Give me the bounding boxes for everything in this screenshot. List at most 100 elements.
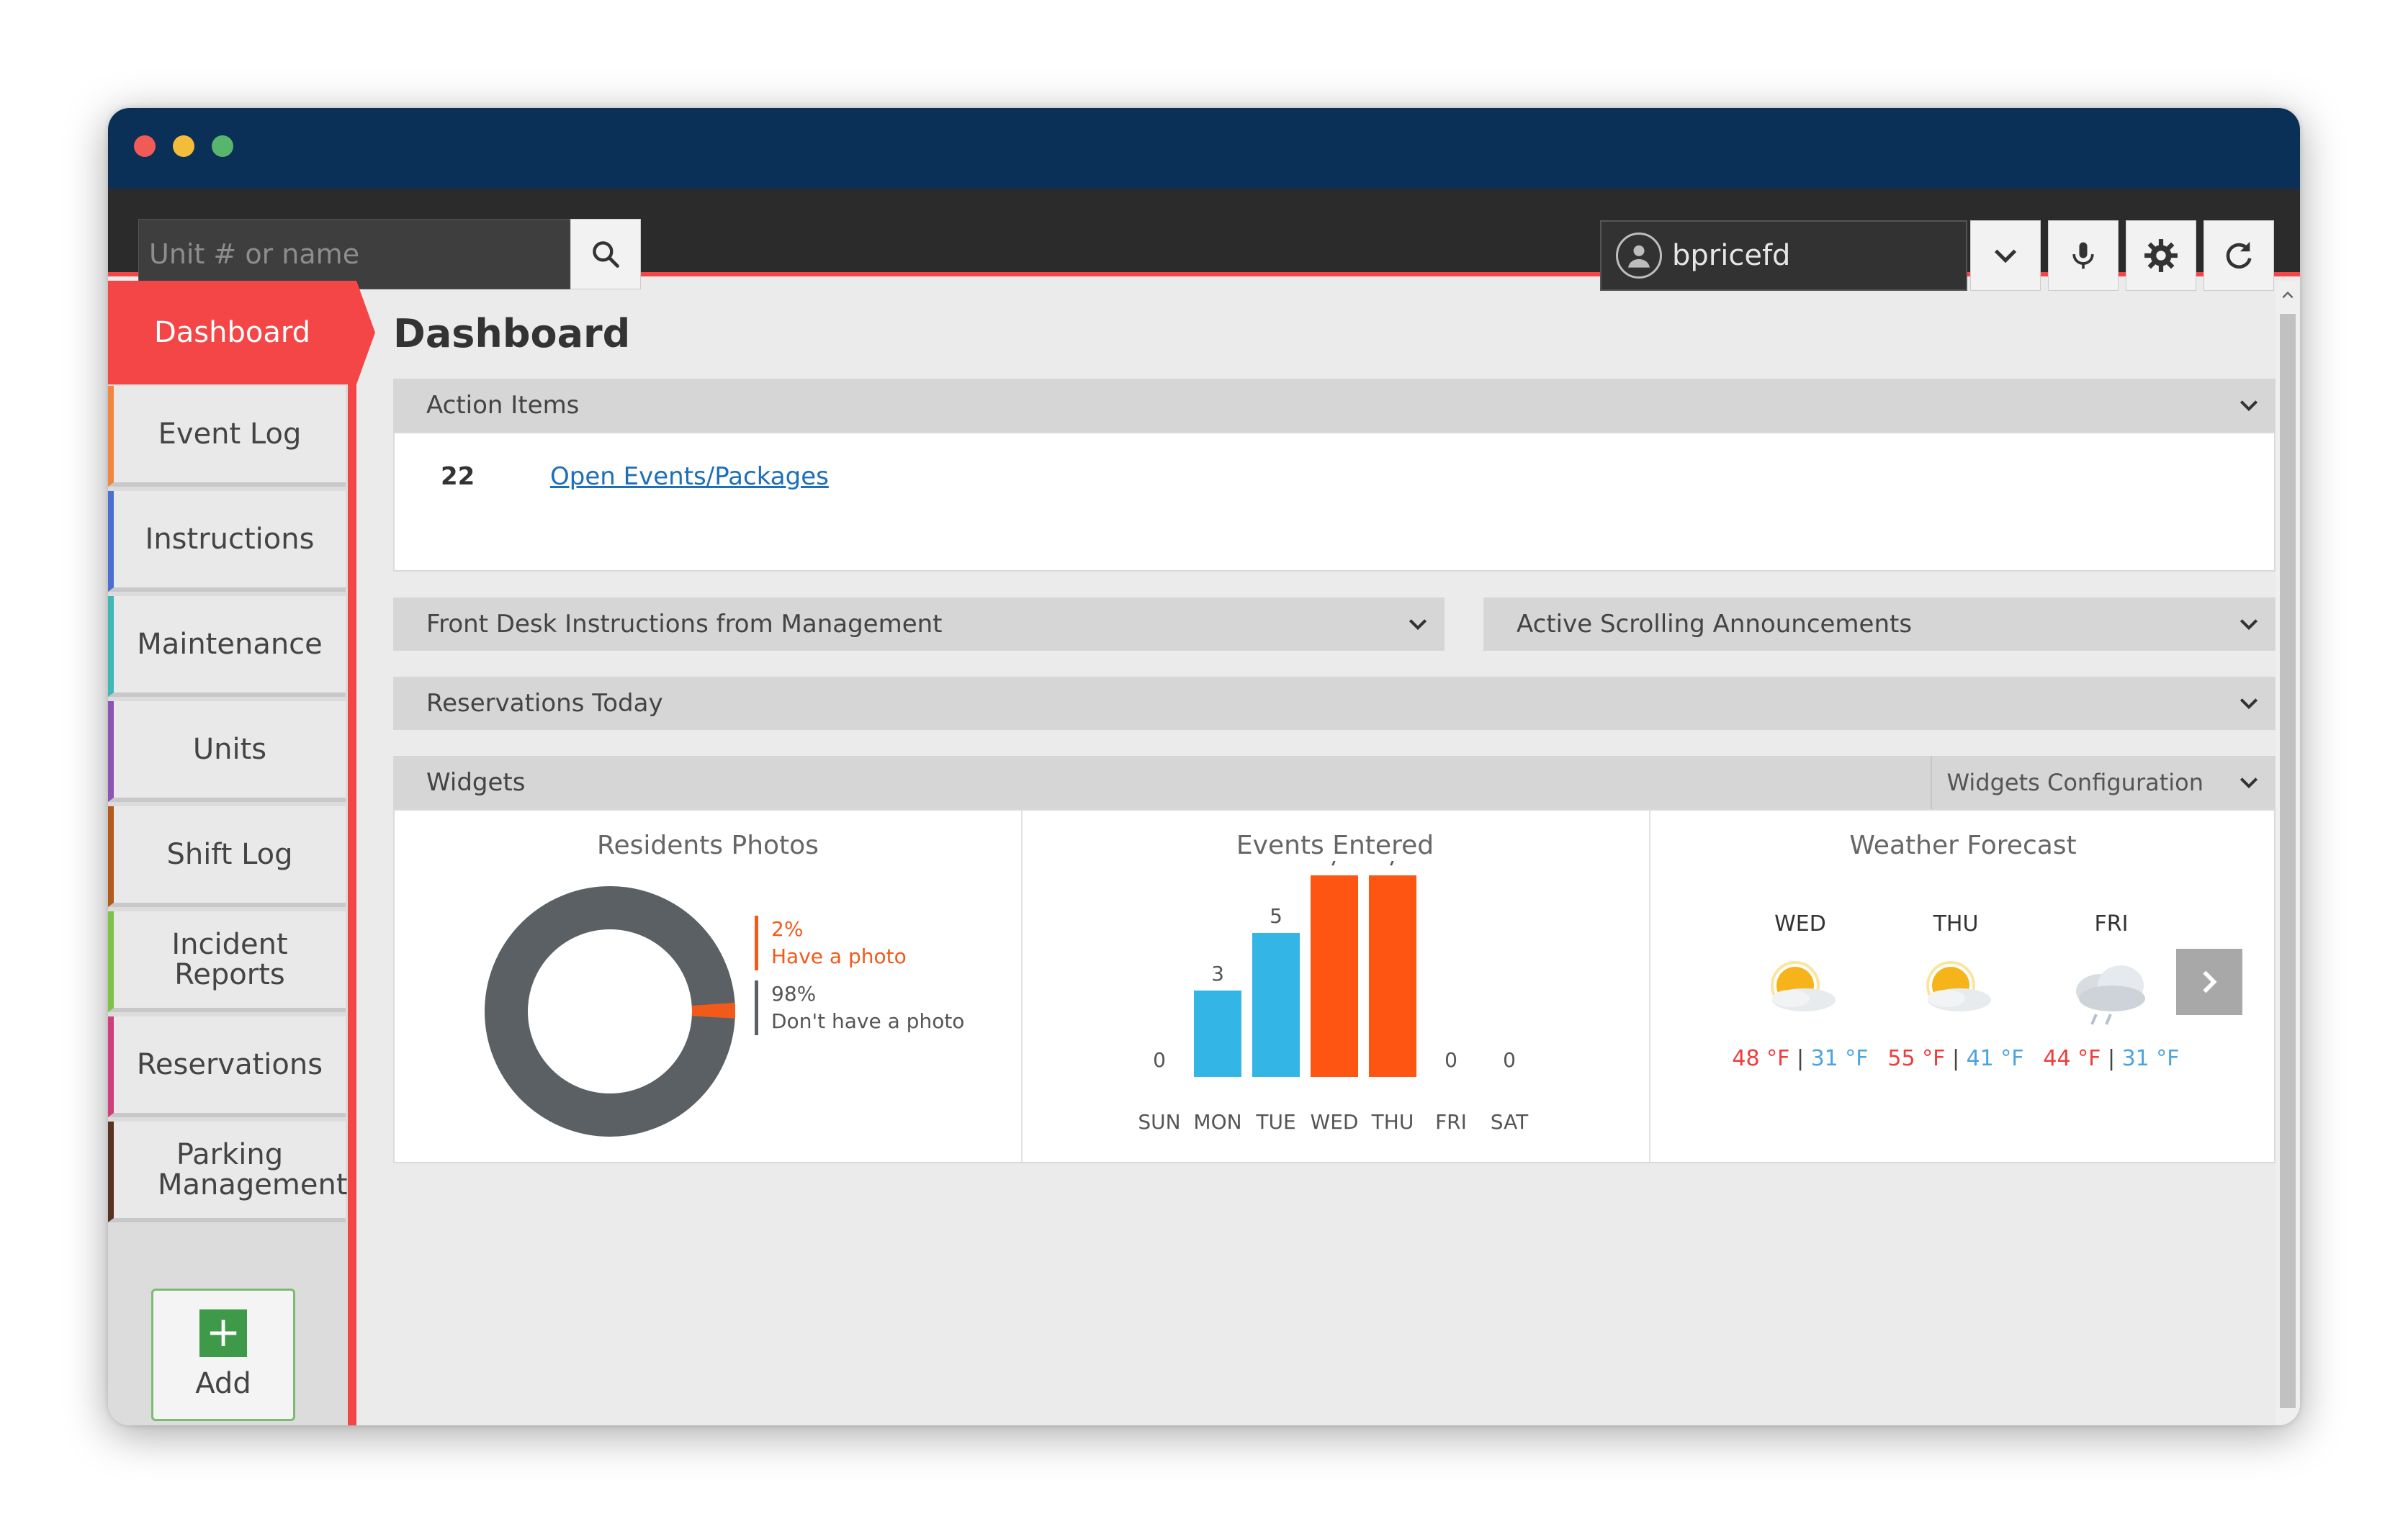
sidebar-item-instructions[interactable]: Instructions (108, 491, 346, 592)
legend-have-photo-label: Have a photo (771, 944, 907, 968)
legend-no-photo-pct: 98% (771, 982, 817, 1006)
username-label: bpricefd (1672, 239, 1791, 272)
page-title: Dashboard (393, 311, 631, 356)
sidebar-item-parking-management[interactable]: Parking Management (108, 1122, 348, 1222)
action-items-header[interactable]: Action Items (393, 379, 2276, 432)
title-bar (108, 108, 2300, 189)
sidebar-item-units[interactable]: Units (108, 701, 346, 802)
rain-cloud-icon (2039, 948, 2183, 1027)
refresh-button[interactable] (2203, 220, 2274, 291)
reservations-today-header[interactable]: Reservations Today (393, 677, 2276, 730)
refresh-icon (2226, 241, 2252, 269)
reservations-today-title: Reservations Today (426, 689, 663, 718)
sidebar-item-label: Maintenance (137, 628, 323, 661)
low-temp: 41 °F (1966, 1046, 2024, 1071)
weather-temps: 44 °F | 31 °F (2039, 1046, 2183, 1071)
sidebar-item-label: Incident Reports (171, 928, 288, 991)
bar-value-label: 0 (1445, 1048, 1457, 1072)
settings-button[interactable] (2126, 220, 2196, 291)
legend-have-photo-pct: 2% (771, 917, 804, 941)
front-desk-collapse-icon[interactable] (1401, 608, 1434, 641)
microphone-button[interactable] (2048, 220, 2119, 291)
legend-no-photo-label: Don't have a photo (771, 1009, 965, 1033)
bar-value-label: 7 (1386, 861, 1399, 870)
add-button[interactable]: + Add (151, 1289, 295, 1421)
chevron-down-icon (1994, 249, 2017, 263)
sidebar-item-label: Reservations (136, 1048, 323, 1081)
announcements-collapse-icon[interactable] (2232, 608, 2265, 641)
legend-have-photo: 2% Have a photo (755, 916, 907, 970)
high-temp: 48 °F (1732, 1046, 1790, 1071)
weather-day-thu: THU 55 °F | 41 °F (1884, 911, 2028, 1071)
events-entered-chart: 0 SUN 3 MON 5 TUE 7 WED 7 THU 0 FRI 0 SAT (1138, 861, 1529, 1134)
sidebar-item-event-log[interactable]: Event Log (108, 386, 346, 487)
vertical-scrollbar[interactable] (2276, 281, 2300, 1425)
residents-photos-widget: Residents Photos 2% Have a photo 98% Don… (395, 811, 1021, 1165)
user-selector[interactable]: bpricefd (1600, 220, 1967, 291)
high-temp: 55 °F (1887, 1046, 1946, 1071)
open-events-link[interactable]: Open Events/Packages (550, 462, 829, 491)
bar-value-label: 0 (1503, 1048, 1516, 1072)
add-button-label: Add (195, 1367, 251, 1400)
action-items-panel: 22 Open Events/Packages (393, 432, 2276, 572)
sidebar-item-reservations[interactable]: Reservations (108, 1016, 346, 1117)
weather-temps: 48 °F | 31 °F (1728, 1046, 1872, 1071)
bar-value-label: 7 (1328, 861, 1341, 870)
x-tick-label: TUE (1255, 1110, 1295, 1134)
temp-separator: | (2107, 1046, 2116, 1071)
scroll-up-icon[interactable] (2281, 288, 2295, 302)
announcements-header[interactable]: Active Scrolling Announcements (1483, 597, 2276, 651)
front-desk-instructions-header[interactable]: Front Desk Instructions from Management (393, 597, 1445, 651)
x-tick-label: THU (1371, 1110, 1414, 1134)
weather-day-label: THU (1933, 911, 1979, 937)
donut-slice-no-photo (485, 886, 735, 1137)
weather-forecast-title: Weather Forecast (1849, 831, 2077, 860)
bar-wed (1311, 875, 1358, 1077)
maximize-window-button[interactable] (212, 135, 233, 157)
weather-next-button[interactable] (2176, 949, 2242, 1015)
scrollbar-thumb[interactable] (2280, 314, 2296, 1408)
close-window-button[interactable] (134, 135, 156, 157)
widgets-configuration-button[interactable]: Widgets Configuration (1931, 756, 2218, 809)
bar-value-label: 0 (1153, 1048, 1166, 1072)
widgets-collapse-icon[interactable] (2232, 766, 2265, 799)
action-items-title: Action Items (426, 391, 580, 420)
sidebar-item-label: Parking Management (158, 1138, 348, 1201)
sidebar-item-shift-log[interactable]: Shift Log (108, 806, 346, 907)
sidebar-item-incident-reports[interactable]: Incident Reports (108, 911, 346, 1012)
reservations-collapse-icon[interactable] (2232, 687, 2265, 720)
bar-value-label: 5 (1270, 904, 1282, 928)
sidebar-item-label: Instructions (145, 523, 315, 556)
sidebar-item-maintenance[interactable]: Maintenance (108, 596, 346, 697)
bar-value-label: 3 (1211, 962, 1224, 985)
temp-separator: | (1951, 1046, 1960, 1071)
weather-day-fri: FRI 44 °F | 31 °F (2039, 911, 2183, 1071)
bar-mon (1194, 991, 1241, 1077)
events-entered-widget: Events Entered 0SUN3MON5TUE7WED7THU0FRI0… (1021, 811, 1649, 1165)
sidebar-item-label: Shift Log (166, 838, 293, 871)
low-temp: 31 °F (1810, 1046, 1869, 1071)
widgets-header: Widgets Widgets Configuration (393, 756, 2276, 809)
bar-thu (1369, 875, 1416, 1077)
weather-day-wed: WED 48 °F | 31 °F (1728, 911, 1872, 1071)
minimize-window-button[interactable] (173, 135, 194, 157)
widgets-configuration-label: Widgets Configuration (1946, 769, 2203, 796)
search-icon (593, 241, 619, 268)
search-input[interactable] (138, 219, 570, 289)
search-button[interactable] (570, 219, 641, 289)
action-items-count: 22 (441, 462, 475, 491)
events-entered-title: Events Entered (1236, 831, 1434, 860)
user-dropdown-button[interactable] (1970, 220, 2041, 291)
sun-cloud-icon (1728, 948, 1872, 1027)
action-items-collapse-icon[interactable] (2232, 389, 2265, 422)
sun-cloud-icon (1884, 948, 2028, 1027)
announcements-title: Active Scrolling Announcements (1517, 610, 1913, 639)
sidebar-item-label: Units (192, 733, 267, 766)
widgets-panel: Residents Photos 2% Have a photo 98% Don… (393, 809, 2276, 1163)
high-temp: 44 °F (2043, 1046, 2101, 1071)
temp-separator: | (1796, 1046, 1805, 1071)
microphone-icon (2072, 242, 2094, 269)
app-window: bpricefd Dashboard + Add Dashboard Actio… (108, 108, 2300, 1425)
main-content: Dashboard Action Items 22 Open Events/Pa… (360, 281, 2276, 1425)
sidebar-item-dashboard[interactable]: Dashboard (108, 281, 375, 384)
